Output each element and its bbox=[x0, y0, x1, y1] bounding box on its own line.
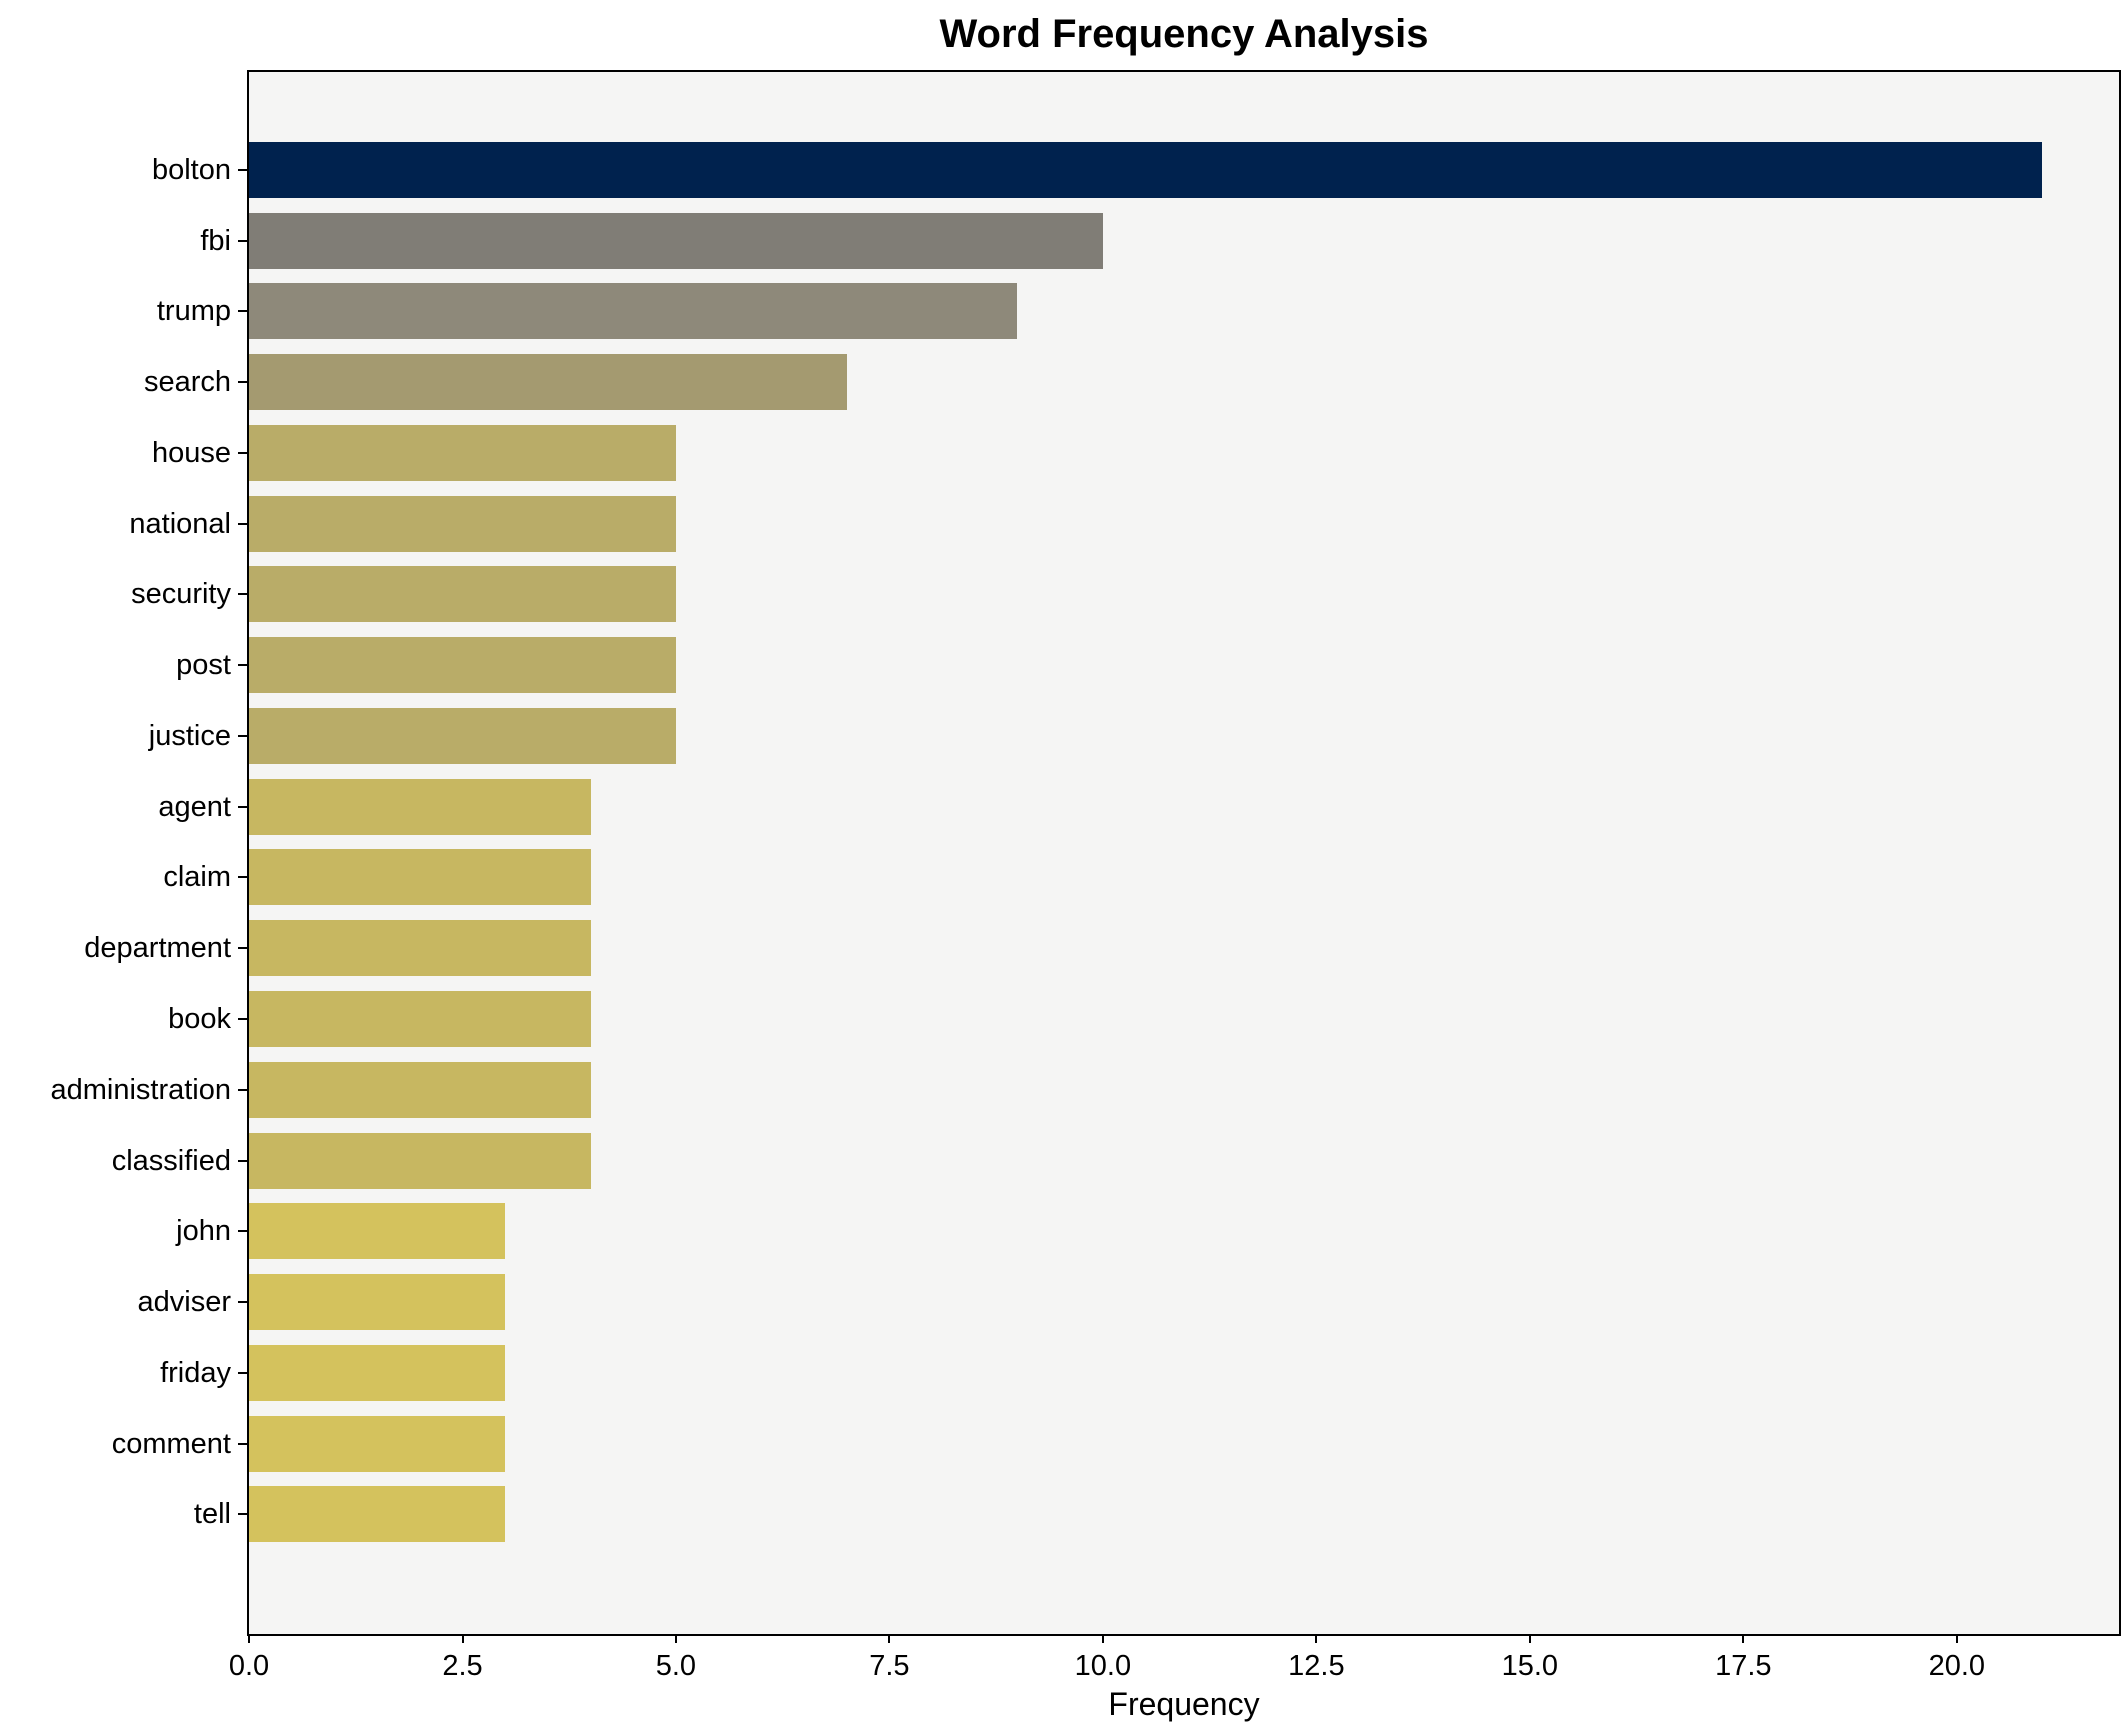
x-tick-mark bbox=[674, 1634, 677, 1643]
bar-fbi bbox=[249, 212, 1103, 269]
y-tick-mark bbox=[238, 1230, 247, 1233]
y-tick-mark bbox=[238, 239, 247, 242]
y-tick-label-administration: administration bbox=[50, 1073, 231, 1106]
y-tick-mark bbox=[238, 734, 247, 737]
y-tick-mark bbox=[238, 1301, 247, 1303]
y-tick-mark bbox=[238, 805, 247, 808]
bar-administration bbox=[249, 1061, 591, 1118]
plot-area bbox=[249, 72, 2119, 1634]
bar-trump bbox=[249, 283, 1018, 340]
bar-book bbox=[249, 990, 591, 1047]
bar-post bbox=[249, 637, 676, 694]
x-tick-label-12.5: 12.5 bbox=[1288, 1650, 1345, 1682]
y-tick-label-book: book bbox=[168, 1002, 231, 1035]
bar-security bbox=[249, 566, 676, 623]
bar-friday bbox=[249, 1344, 506, 1401]
bar-adviser bbox=[249, 1274, 506, 1330]
x-tick-label-15: 15.0 bbox=[1501, 1650, 1559, 1682]
bar-bolton bbox=[249, 141, 2043, 198]
bar-justice bbox=[249, 707, 676, 764]
y-tick-mark bbox=[238, 1371, 247, 1374]
x-tick-label-0: 0.0 bbox=[228, 1650, 270, 1682]
x-tick-label-17.5: 17.5 bbox=[1715, 1650, 1772, 1682]
x-tick-mark bbox=[461, 1634, 464, 1643]
y-tick-mark bbox=[238, 1513, 247, 1516]
y-tick-label-friday: friday bbox=[160, 1356, 231, 1389]
y-tick-label-department: department bbox=[84, 932, 231, 965]
y-tick-mark bbox=[238, 310, 247, 313]
x-axis-label: Frequency bbox=[1108, 1686, 1260, 1722]
y-tick-mark bbox=[238, 522, 247, 525]
x-tick-label-10: 10.0 bbox=[1074, 1650, 1132, 1682]
x-tick-mark bbox=[248, 1634, 250, 1643]
x-tick-mark bbox=[888, 1634, 891, 1643]
x-tick-label-2.5: 2.5 bbox=[442, 1650, 483, 1682]
chart-title: Word Frequency Analysis bbox=[939, 12, 1429, 56]
x-tick-label-20: 20.0 bbox=[1928, 1650, 1986, 1682]
x-tick-label-7.5: 7.5 bbox=[869, 1650, 910, 1682]
y-tick-mark bbox=[238, 451, 247, 454]
x-tick-mark bbox=[1528, 1634, 1531, 1643]
y-tick-mark bbox=[238, 381, 247, 383]
y-tick-label-justice: justice bbox=[148, 719, 231, 752]
bar-agent bbox=[249, 778, 591, 835]
bar-house bbox=[249, 424, 676, 481]
x-tick-mark bbox=[1101, 1634, 1104, 1643]
bar-tell bbox=[249, 1486, 506, 1543]
y-tick-label-fbi: fbi bbox=[200, 224, 231, 257]
y-tick-label-search: search bbox=[143, 366, 231, 398]
y-tick-mark bbox=[238, 876, 247, 879]
y-tick-label-house: house bbox=[151, 436, 231, 469]
y-tick-mark bbox=[238, 593, 247, 596]
bar-national bbox=[249, 495, 676, 552]
y-tick-label-classified: classified bbox=[111, 1144, 231, 1177]
y-tick-label-agent: agent bbox=[158, 790, 231, 823]
y-tick-label-claim: claim bbox=[163, 861, 231, 894]
y-tick-label-adviser: adviser bbox=[137, 1286, 232, 1318]
y-tick-mark bbox=[238, 168, 247, 171]
y-tick-label-comment: comment bbox=[111, 1427, 231, 1460]
y-tick-label-post: post bbox=[176, 649, 231, 682]
x-tick-mark bbox=[1315, 1634, 1318, 1643]
bar-search bbox=[249, 354, 847, 410]
bar-classified bbox=[249, 1132, 591, 1189]
y-tick-mark bbox=[238, 1442, 247, 1445]
y-tick-label-security: security bbox=[131, 578, 231, 611]
bar-comment bbox=[249, 1415, 506, 1472]
bar-claim bbox=[249, 849, 591, 906]
x-tick-label-5: 5.0 bbox=[655, 1650, 697, 1682]
y-tick-label-john: john bbox=[176, 1215, 231, 1248]
bar-department bbox=[249, 920, 591, 977]
y-tick-label-national: national bbox=[129, 507, 231, 540]
y-tick-mark bbox=[238, 1159, 247, 1162]
x-tick-mark bbox=[1742, 1634, 1745, 1643]
y-tick-label-tell: tell bbox=[193, 1498, 231, 1531]
bar-john bbox=[249, 1203, 506, 1260]
y-tick-mark bbox=[238, 1017, 247, 1020]
y-tick-label-trump: trump bbox=[156, 295, 231, 328]
x-tick-mark bbox=[1955, 1634, 1958, 1643]
y-tick-label-bolton: bolton bbox=[151, 153, 231, 186]
y-tick-mark bbox=[238, 947, 247, 950]
y-tick-mark bbox=[238, 664, 247, 667]
y-tick-mark bbox=[238, 1088, 247, 1091]
